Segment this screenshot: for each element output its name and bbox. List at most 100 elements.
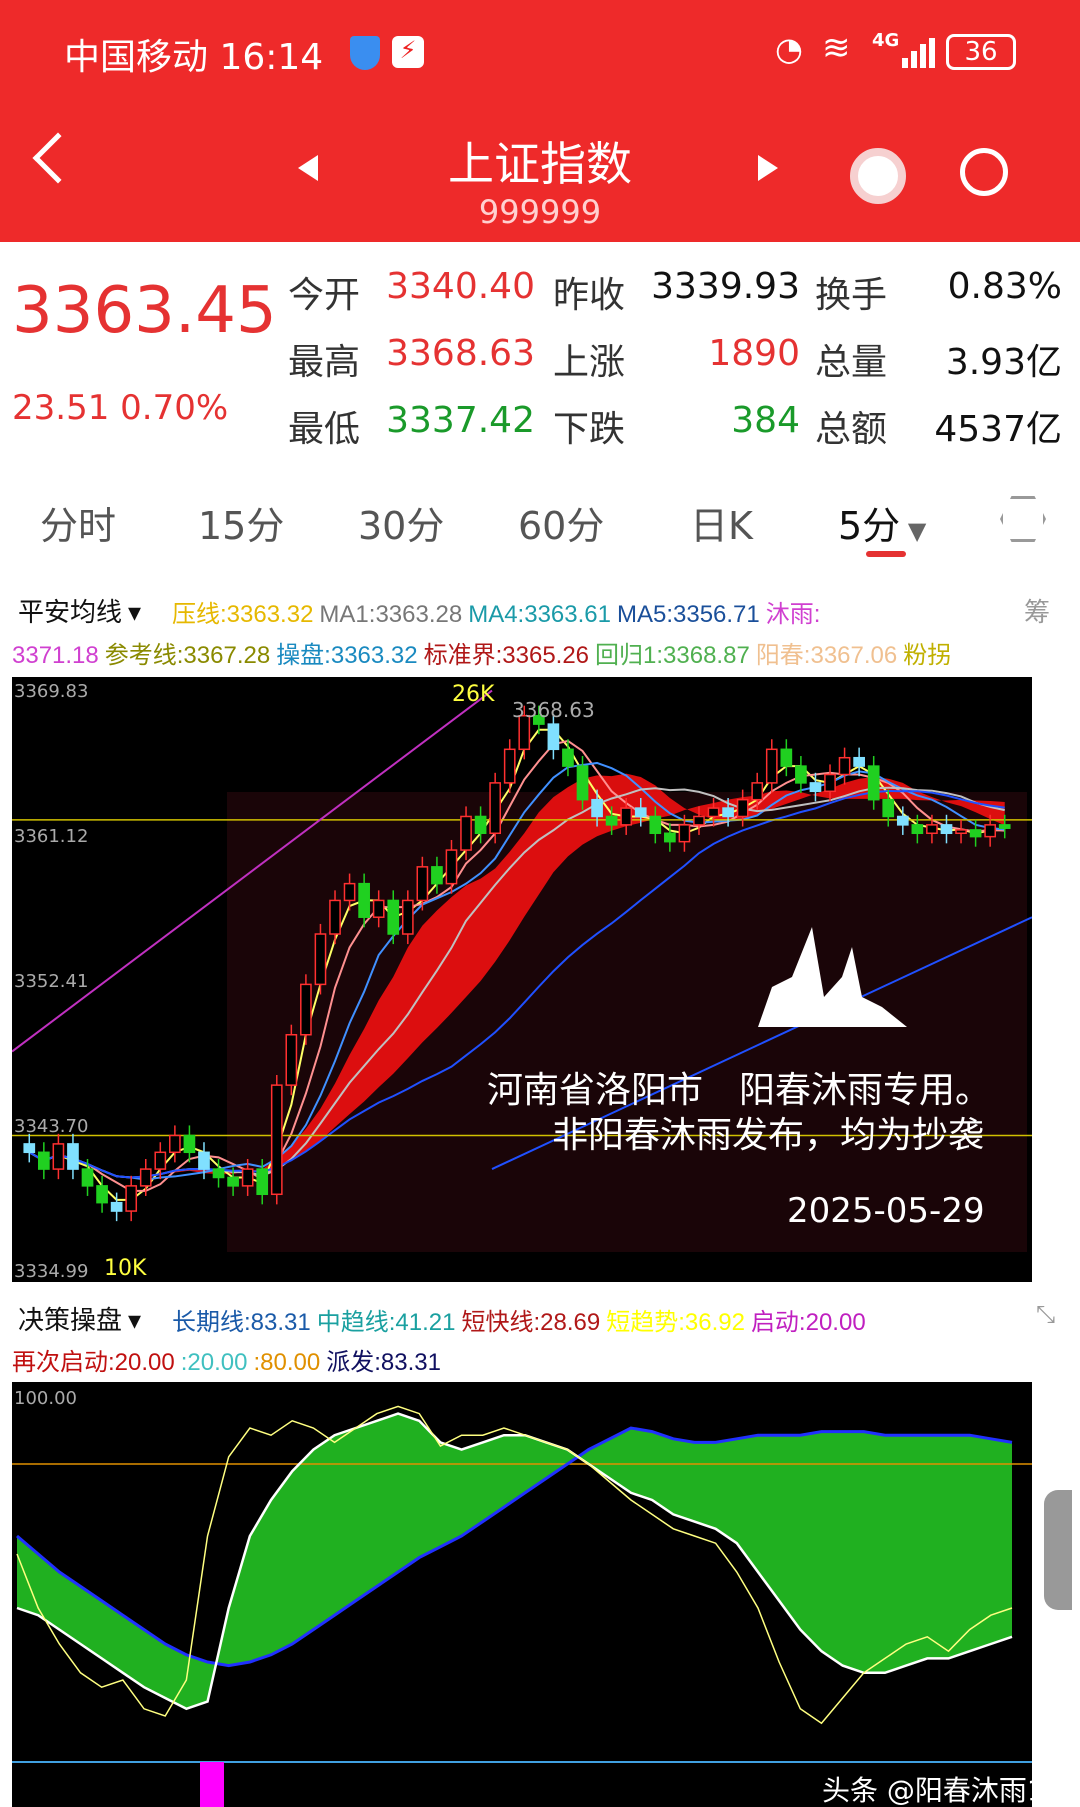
candle-body [329, 899, 341, 935]
quote-panel: 3363.45 23.51 0.70% 今开 3340.40 昨收 3339.93 换手… [0, 242, 1080, 465]
quote-value: 4537亿 [934, 409, 1062, 450]
candle-body [518, 714, 531, 751]
prev-arrow-icon[interactable] [298, 155, 318, 181]
legend-value: 启动:20.00 [750, 1309, 866, 1336]
candle-body [227, 1176, 239, 1187]
side-drawer-handle[interactable] [1044, 1490, 1072, 1610]
tab-period[interactable]: 分时 [40, 504, 117, 548]
last-price: 3363.45 [12, 274, 277, 348]
candle-body [824, 773, 836, 793]
candle-body [372, 899, 385, 918]
ma-line [28, 761, 1005, 1181]
quote-value: 3.93亿 [945, 342, 1062, 383]
candle-body [926, 824, 938, 835]
stock-code: 999999 [478, 193, 602, 231]
candle-body [896, 815, 909, 826]
sub-indicator-select[interactable]: 决策操盘 ▾ [18, 1305, 142, 1335]
carrier-time: 中国移动 16:14 [64, 37, 324, 78]
candle-body [882, 798, 895, 818]
page-title: 上证指数 [448, 137, 632, 191]
legend-value: 标准界:3365.26 [423, 642, 590, 669]
candle-body [707, 807, 720, 818]
network-type: 4G [872, 30, 900, 51]
watermark-text: 河南省洛阳市 阳春沐雨专用。 [487, 1070, 991, 1111]
y-axis-label: 3334.99 [14, 1261, 88, 1282]
change-value: 23.51 [12, 388, 110, 428]
battery-icon: 36 [946, 34, 1016, 70]
quote-label: 上涨 [553, 342, 626, 383]
tab-period[interactable]: 30分 [358, 504, 445, 548]
expand-icon[interactable]: ⤡ [1036, 1300, 1056, 1328]
legend-value: 短快线:28.69 [461, 1309, 601, 1336]
candle-body [401, 899, 414, 935]
city-skyline-logo [758, 927, 907, 1027]
y-axis-label: 3361.12 [14, 826, 88, 847]
high-value: 3368.63 [512, 698, 595, 722]
candle-body [634, 807, 647, 818]
candle-body [998, 824, 1011, 829]
candle-body [387, 899, 400, 935]
candle-body [591, 798, 603, 818]
candle-body [940, 824, 953, 835]
app-notification-icon: ⚡ [392, 36, 424, 68]
next-arrow-icon[interactable] [758, 155, 778, 181]
candle-body [81, 1168, 94, 1187]
tab-period[interactable]: 60分 [518, 504, 605, 548]
candle-body [867, 765, 880, 801]
candle-body [212, 1168, 225, 1179]
candle-body [431, 866, 443, 885]
quote-label: 总量 [815, 342, 888, 383]
candle-body [23, 1143, 36, 1154]
trend-line [12, 689, 493, 1053]
main-legend-line2: 3371.18 参考线:3367.28 操盘:3363.32 标准界:3365.26 回… [12, 635, 957, 670]
legend-value: 粉拐 [903, 642, 952, 669]
candle-body [256, 1168, 269, 1196]
candle-body [285, 1034, 298, 1086]
candle-body [300, 983, 312, 1036]
search-icon[interactable] [960, 148, 1008, 196]
change-percent: 0.70% [120, 388, 229, 428]
candle-body [736, 798, 749, 818]
quote-value: 3339.93 [651, 266, 800, 307]
tab-period[interactable]: 日K [690, 504, 753, 548]
legend-value: 中趋线:41.21 [316, 1309, 456, 1336]
candle-body [343, 882, 356, 902]
candle-body [678, 824, 691, 843]
tab-period[interactable]: 15分 [198, 504, 285, 548]
candle-body [795, 765, 807, 784]
candle-body [474, 815, 487, 835]
start-signal-bar [200, 1762, 224, 1807]
long-term-line [16, 1426, 1013, 1668]
candle-body [664, 832, 676, 843]
candle-body [649, 815, 662, 835]
sub-indicator-name: 决策操盘 [18, 1305, 123, 1335]
low-marker: 10K [104, 1256, 147, 1281]
quote-label: 昨收 [553, 275, 626, 316]
chart-date: 2025-05-29 [787, 1191, 985, 1231]
candle-body [722, 807, 734, 818]
main-indicator-select[interactable]: 平安均线 ▾ [18, 597, 142, 627]
candle-body [809, 782, 822, 793]
legend-value: 长期线:83.31 [172, 1309, 311, 1336]
quote-value: 3340.40 [386, 266, 535, 307]
trend-line [16, 1412, 1013, 1711]
quote-label: 最低 [288, 409, 361, 450]
candle-body [605, 815, 618, 826]
quote-value: 3337.42 [386, 400, 535, 441]
indicator-chart[interactable]: 100.00 头条 @阳春沐雨1 [12, 1382, 1032, 1807]
fast-line [16, 1405, 1013, 1725]
tab-period[interactable]: 5分 ▼ [838, 495, 926, 550]
y-axis-label: 100.00 [14, 1388, 77, 1409]
watermark-panel [227, 792, 1027, 1252]
quote-label: 总额 [815, 409, 888, 450]
candle-body [693, 815, 705, 826]
candlestick-chart[interactable]: 3369.83 3361.12 3352.41 3343.70 3334.99 26K 33… [12, 677, 1032, 1282]
trend-line [491, 916, 1032, 1170]
legend-value: 派发:83.31 [326, 1349, 441, 1376]
candle-body [37, 1151, 50, 1170]
candle-body [125, 1185, 138, 1212]
candle-body [198, 1151, 210, 1170]
mascot-icon[interactable] [850, 148, 906, 204]
settings-icon[interactable] [1000, 496, 1046, 542]
candle-body [984, 824, 997, 838]
